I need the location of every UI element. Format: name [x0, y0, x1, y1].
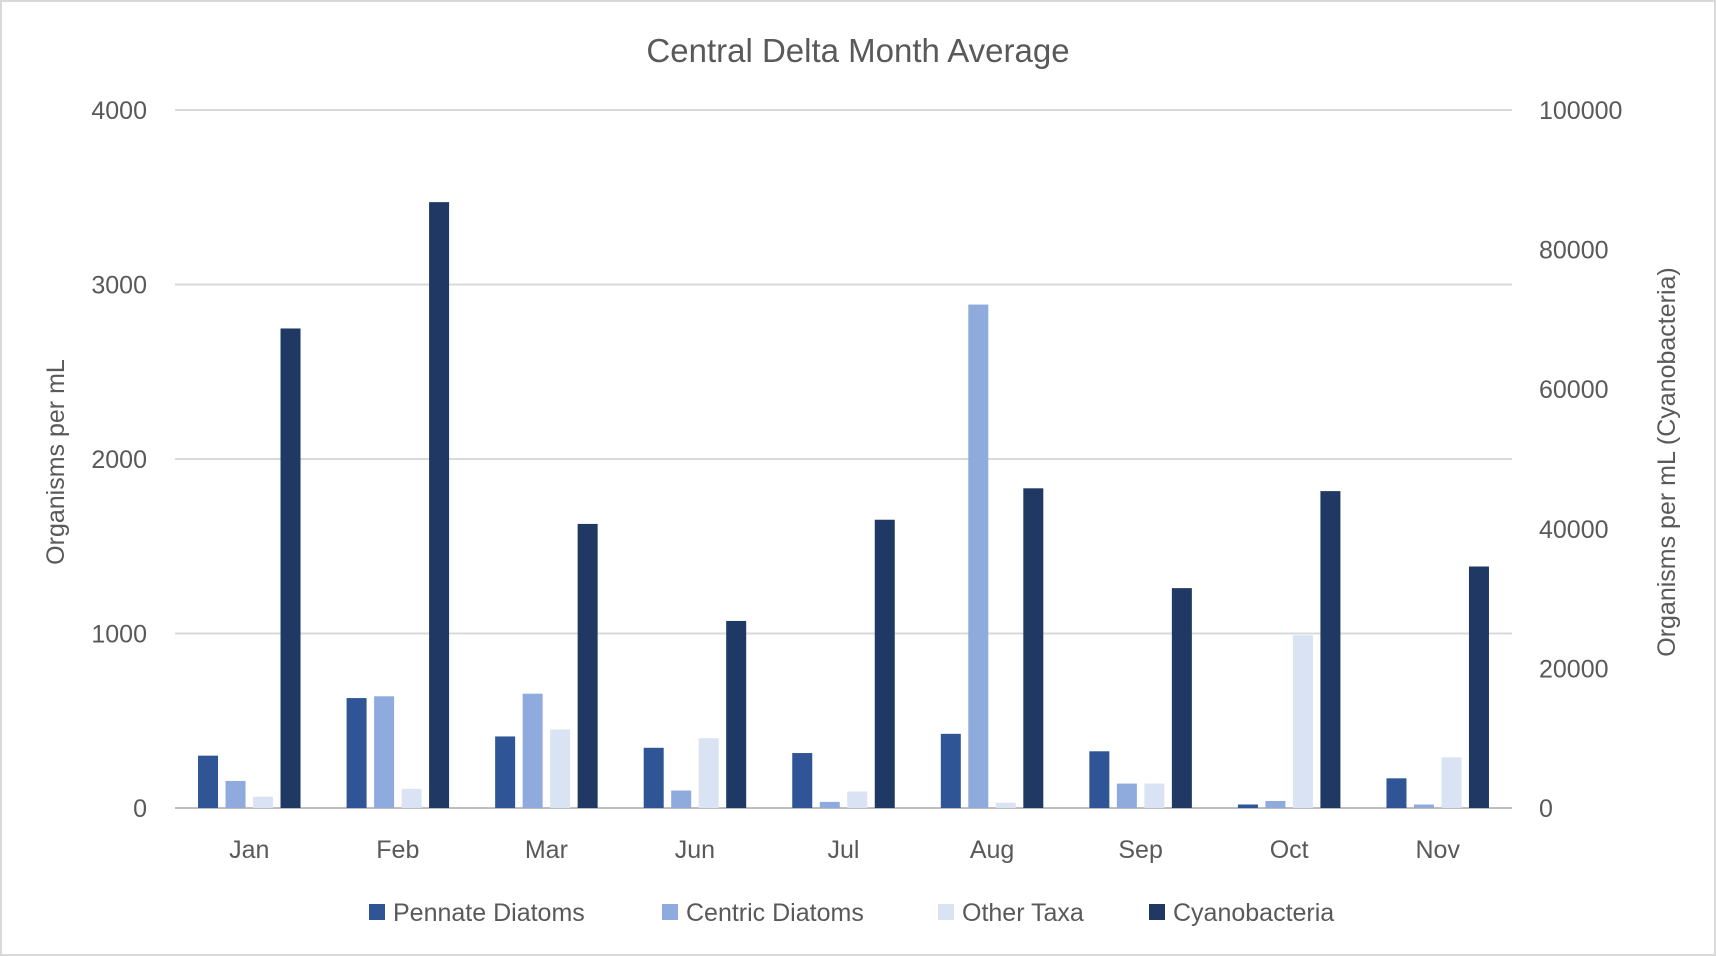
chart-title: Central Delta Month Average	[646, 32, 1069, 69]
bar-other-taxa-jan	[253, 796, 274, 808]
category-label: Jun	[675, 836, 715, 864]
bar-cyanobacteria-aug	[1023, 488, 1044, 808]
bar-cyanobacteria-mar	[577, 523, 598, 808]
bar-cyanobacteria-feb	[429, 202, 450, 809]
right-tick-label: 100000	[1539, 97, 1622, 125]
right-tick-label: 40000	[1539, 516, 1609, 544]
bar-pennate-diatoms-aug	[940, 733, 961, 808]
legend: Pennate Diatoms Centric Diatoms Other Taxa…	[369, 899, 1334, 927]
left-tick-label: 1000	[91, 621, 147, 649]
bar-centric-diatoms-jul	[819, 801, 840, 808]
legend-label-cyanobacteria: Cyanobacteria	[1173, 899, 1334, 927]
right-axis-title: Organisms per mL (Cyanobacteria)	[1653, 267, 1681, 657]
bar-pennate-diatoms-jun	[643, 747, 664, 808]
bar-centric-diatoms-sep	[1116, 783, 1137, 808]
bar-pennate-diatoms-oct	[1237, 804, 1258, 808]
bar-cyanobacteria-oct	[1320, 491, 1341, 808]
bar-other-taxa-aug	[995, 802, 1016, 808]
bar-cyanobacteria-jun	[726, 620, 747, 808]
bar-centric-diatoms-oct	[1265, 801, 1286, 808]
category-labels: Jan Feb Mar Jun Jul Aug Sep Oct Nov	[229, 836, 1460, 864]
legend-swatch-centric-diatoms	[662, 904, 678, 920]
bar-other-taxa-oct	[1292, 635, 1313, 808]
bar-pennate-diatoms-jan	[198, 755, 219, 808]
bar-other-taxa-nov	[1441, 757, 1462, 808]
right-tick-label: 60000	[1539, 376, 1609, 404]
bar-other-taxa-mar	[550, 729, 571, 808]
left-axis-ticks: 0 1000 2000 3000 4000	[91, 97, 147, 823]
bar-pennate-diatoms-feb	[346, 698, 367, 808]
left-tick-label: 3000	[91, 272, 147, 300]
category-label: Feb	[376, 836, 419, 864]
bar-pennate-diatoms-nov	[1386, 778, 1407, 808]
bar-centric-diatoms-jun	[671, 790, 692, 808]
bar-centric-diatoms-jan	[225, 780, 246, 808]
left-tick-label: 0	[133, 795, 147, 823]
bar-centric-diatoms-nov	[1413, 804, 1434, 808]
left-axis-title: Organisms per mL	[42, 359, 70, 565]
bar-pennate-diatoms-jul	[792, 753, 813, 808]
bar-centric-diatoms-aug	[968, 304, 989, 808]
category-label: Jan	[229, 836, 269, 864]
bar-pennate-diatoms-mar	[495, 736, 516, 808]
legend-swatch-other-taxa	[938, 904, 954, 920]
bar-cyanobacteria-jan	[280, 328, 301, 808]
right-axis-ticks: 0 20000 40000 60000 80000 100000	[1539, 97, 1622, 823]
legend-swatch-cyanobacteria	[1149, 904, 1165, 920]
bar-cyanobacteria-nov	[1468, 566, 1489, 808]
left-tick-label: 2000	[91, 446, 147, 474]
right-tick-label: 80000	[1539, 237, 1609, 265]
right-tick-label: 0	[1539, 795, 1553, 823]
bar-other-taxa-jun	[698, 738, 719, 808]
category-label: Aug	[970, 836, 1014, 864]
bar-other-taxa-feb	[401, 788, 422, 808]
legend-label-other-taxa: Other Taxa	[962, 899, 1084, 927]
bar-pennate-diatoms-sep	[1089, 751, 1110, 808]
right-tick-label: 20000	[1539, 655, 1609, 683]
category-label: Mar	[525, 836, 568, 864]
bar-cyanobacteria-sep	[1171, 588, 1192, 808]
legend-label-pennate-diatoms: Pennate Diatoms	[393, 899, 585, 927]
bar-cyanobacteria-jul	[874, 519, 895, 808]
legend-label-centric-diatoms: Centric Diatoms	[686, 899, 864, 927]
bar-other-taxa-jul	[847, 791, 868, 808]
category-label: Jul	[828, 836, 860, 864]
gridlines	[175, 109, 1512, 809]
category-label: Oct	[1270, 836, 1309, 864]
bars	[198, 202, 1489, 809]
category-label: Nov	[1415, 836, 1460, 864]
bar-centric-diatoms-mar	[522, 693, 543, 808]
category-label: Sep	[1118, 836, 1162, 864]
legend-swatch-pennate-diatoms	[369, 904, 385, 920]
bar-centric-diatoms-feb	[374, 696, 395, 808]
bar-other-taxa-sep	[1144, 783, 1165, 808]
left-tick-label: 4000	[91, 97, 147, 125]
